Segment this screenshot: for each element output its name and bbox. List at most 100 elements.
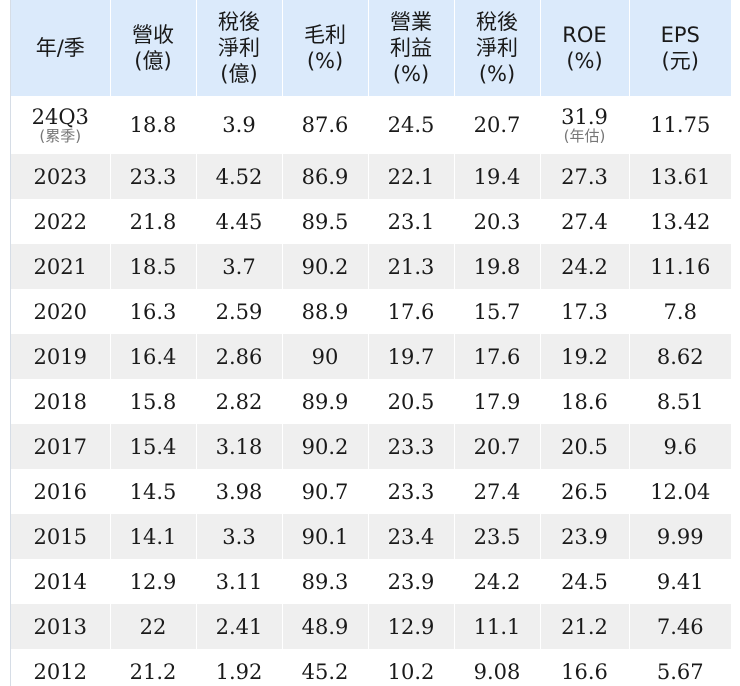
cell-net-income: 2.41 [195, 604, 282, 649]
cell-year: 2020 [11, 289, 110, 334]
cell-eps: 13.61 [628, 154, 731, 199]
cell-eps: 9.41 [628, 559, 731, 604]
cell-eps: 9.6 [628, 424, 731, 469]
cell-net-margin: 23.5 [453, 514, 540, 559]
cell-revenue: 18.8 [109, 96, 196, 154]
cell-roe: 19.2 [539, 334, 629, 379]
cell-gross-margin: 89.5 [281, 199, 368, 244]
header-eps: EPS (元) [628, 0, 731, 96]
cell-year: 2022 [11, 199, 110, 244]
period-value: 24Q3 [31, 105, 89, 129]
header-revenue-line-2: (億) [134, 49, 172, 73]
cell-net-margin: 17.6 [453, 334, 540, 379]
roe-note: (年估) [563, 127, 606, 145]
cell-revenue: 21.2 [109, 649, 196, 686]
cell-eps: 9.99 [628, 514, 731, 559]
header-net-income-line-3: (億) [220, 62, 258, 86]
cell-year: 2019 [11, 334, 110, 379]
cell-revenue: 12.9 [109, 559, 196, 604]
cell-roe: 31.9 (年估) [539, 96, 629, 154]
cell-net-income: 2.86 [195, 334, 282, 379]
cell-revenue: 22 [109, 604, 196, 649]
cell-net-income: 3.3 [195, 514, 282, 559]
cell-revenue: 21.8 [109, 199, 196, 244]
header-net-income-line-1: 稅後 [218, 10, 260, 34]
cell-eps: 8.51 [628, 379, 731, 424]
cell-net-income: 2.82 [195, 379, 282, 424]
cell-revenue: 14.1 [109, 514, 196, 559]
cell-year: 2013 [11, 604, 110, 649]
table-row: 2023 23.3 4.52 86.9 22.1 19.4 27.3 13.61 [11, 154, 731, 199]
table-body: 24Q3 (累季) 18.8 3.9 87.6 24.5 20.7 31.9 (… [11, 96, 731, 686]
cell-gross-margin: 89.3 [281, 559, 368, 604]
cell-roe: 26.5 [539, 469, 629, 514]
header-roe: ROE (%) [539, 0, 629, 96]
cell-roe: 27.3 [539, 154, 629, 199]
header-operating-margin: 營業 利益 (%) [367, 0, 454, 96]
cell-eps: 13.42 [628, 199, 731, 244]
cell-net-margin: 19.4 [453, 154, 540, 199]
cell-eps: 5.67 [628, 649, 731, 686]
header-operating-margin-line-2: 利益 [390, 36, 432, 60]
cell-net-margin: 20.3 [453, 199, 540, 244]
cell-eps: 7.8 [628, 289, 731, 334]
header-operating-margin-line-3: (%) [392, 62, 430, 86]
cell-gross-margin: 90.1 [281, 514, 368, 559]
cell-operating-margin: 17.6 [367, 289, 454, 334]
table-row: 2012 21.2 1.92 45.2 10.2 9.08 16.6 5.67 [11, 649, 731, 686]
cell-operating-margin: 23.9 [367, 559, 454, 604]
cell-year: 2014 [11, 559, 110, 604]
cell-net-income: 4.45 [195, 199, 282, 244]
header-eps-line-1: EPS [660, 23, 700, 47]
cell-net-margin: 20.7 [453, 424, 540, 469]
cell-net-margin: 9.08 [453, 649, 540, 686]
table-row: 2015 14.1 3.3 90.1 23.4 23.5 23.9 9.99 [11, 514, 731, 559]
cell-gross-margin: 86.9 [281, 154, 368, 199]
cell-year: 2017 [11, 424, 110, 469]
cell-net-margin: 24.2 [453, 559, 540, 604]
cell-roe: 16.6 [539, 649, 629, 686]
period-note: (累季) [39, 127, 82, 145]
header-year-line: 年/季 [35, 36, 85, 60]
financial-table-frame: 年/季 營收 (億) 稅後 淨利 (億) 毛利 (%) 營業 利益 [10, 0, 740, 686]
table-row-current: 24Q3 (累季) 18.8 3.9 87.6 24.5 20.7 31.9 (… [11, 96, 731, 154]
header-roe-line-2: (%) [566, 49, 603, 73]
cell-roe: 17.3 [539, 289, 629, 334]
cell-gross-margin: 90.2 [281, 424, 368, 469]
cell-operating-margin: 21.3 [367, 244, 454, 289]
cell-net-income: 1.92 [195, 649, 282, 686]
cell-gross-margin: 45.2 [281, 649, 368, 686]
table-row: 2013 22 2.41 48.9 12.9 11.1 21.2 7.46 [11, 604, 731, 649]
cell-roe: 20.5 [539, 424, 629, 469]
cell-year: 2023 [11, 154, 110, 199]
cell-roe: 18.6 [539, 379, 629, 424]
cell-year: 2015 [11, 514, 110, 559]
cell-net-income: 4.52 [195, 154, 282, 199]
header-roe-line-1: ROE [562, 23, 607, 47]
table-row: 2020 16.3 2.59 88.9 17.6 15.7 17.3 7.8 [11, 289, 731, 334]
header-row: 年/季 營收 (億) 稅後 淨利 (億) 毛利 (%) 營業 利益 [11, 0, 731, 96]
cell-revenue: 18.5 [109, 244, 196, 289]
header-gross-margin-line-2: (%) [306, 49, 344, 73]
cell-eps: 7.46 [628, 604, 731, 649]
cell-operating-margin: 12.9 [367, 604, 454, 649]
cell-gross-margin: 89.9 [281, 379, 368, 424]
cell-gross-margin: 90.2 [281, 244, 368, 289]
header-net-income: 稅後 淨利 (億) [195, 0, 282, 96]
cell-revenue: 16.4 [109, 334, 196, 379]
header-eps-line-2: (元) [661, 49, 699, 73]
table-row: 2022 21.8 4.45 89.5 23.1 20.3 27.4 13.42 [11, 199, 731, 244]
cell-net-margin: 11.1 [453, 604, 540, 649]
cell-roe: 23.9 [539, 514, 629, 559]
cell-net-margin: 19.8 [453, 244, 540, 289]
table-row: 2017 15.4 3.18 90.2 23.3 20.7 20.5 9.6 [11, 424, 731, 469]
table-row: 2018 15.8 2.82 89.9 20.5 17.9 18.6 8.51 [11, 379, 731, 424]
cell-revenue: 15.8 [109, 379, 196, 424]
cell-operating-margin: 23.3 [367, 424, 454, 469]
cell-operating-margin: 20.5 [367, 379, 454, 424]
cell-net-margin: 20.7 [453, 96, 540, 154]
cell-roe: 24.5 [539, 559, 629, 604]
cell-year: 2012 [11, 649, 110, 686]
cell-gross-margin: 88.9 [281, 289, 368, 334]
header-gross-margin: 毛利 (%) [281, 0, 368, 96]
